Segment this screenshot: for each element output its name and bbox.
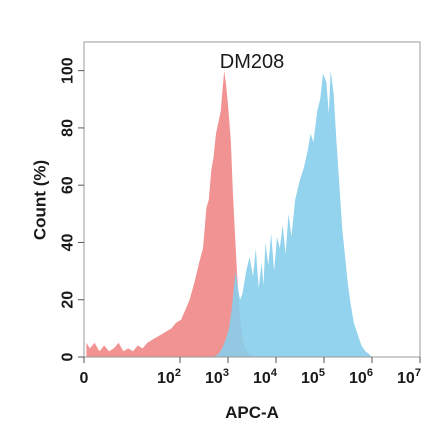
y-tick-label: 80 [60,119,77,137]
x-tick-label: 102 [157,367,181,387]
chart-title: DM208 [220,51,284,73]
series-layer [86,70,372,357]
y-tick-label: 60 [60,176,77,194]
x-tick-label: 103 [205,367,229,387]
y-tick-label: 0 [60,352,77,361]
x-tick-label: 104 [253,367,278,387]
x-tick-label: 0 [80,370,89,387]
x-tick-label: 105 [301,367,325,387]
x-axis-title: APC-A [225,403,279,422]
x-tick-label: 107 [397,367,421,387]
y-tick-label: 100 [60,57,77,84]
y-tick-label: 20 [60,291,77,309]
ticks-layer: 0 102 103 104 105 106 107 0 20 40 60 80 100 [60,57,421,387]
plot-frame [83,41,421,358]
x-tick-label: 106 [349,367,373,387]
histogram-series-2 [213,70,372,357]
histogram-series-1 [86,70,260,357]
y-axis-title: Count (%) [31,160,50,240]
y-tick-label: 40 [60,233,77,251]
